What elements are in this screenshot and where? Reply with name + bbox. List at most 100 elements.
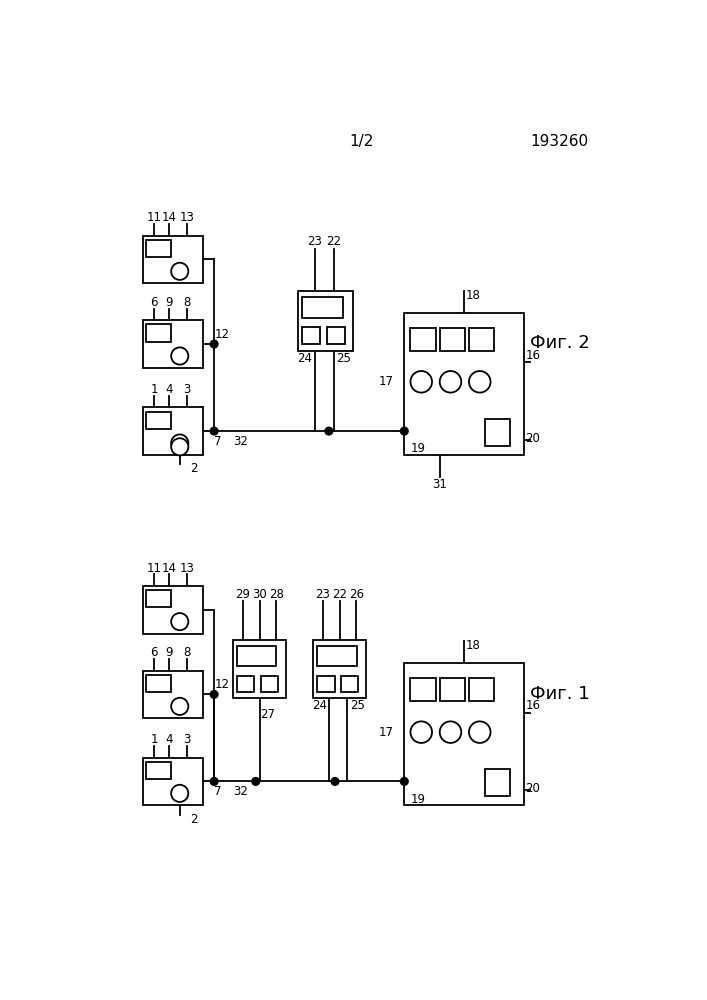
Text: 32: 32: [233, 435, 248, 448]
Bar: [146, 675, 171, 692]
Text: 4: 4: [165, 383, 173, 396]
Circle shape: [210, 778, 218, 785]
Bar: [485, 769, 510, 796]
Circle shape: [469, 371, 491, 393]
Bar: [146, 762, 171, 779]
Text: 24: 24: [298, 352, 312, 365]
Text: 1: 1: [151, 383, 158, 396]
Bar: [143, 235, 203, 283]
Text: 11: 11: [146, 211, 162, 224]
Text: 17: 17: [378, 726, 394, 739]
Circle shape: [469, 721, 491, 743]
Bar: [404, 663, 524, 805]
Circle shape: [171, 698, 188, 715]
Text: 2: 2: [190, 462, 198, 475]
Text: 7: 7: [214, 435, 222, 448]
Bar: [143, 758, 203, 805]
Text: 16: 16: [525, 349, 540, 362]
Bar: [146, 240, 171, 257]
Circle shape: [331, 778, 339, 785]
Circle shape: [210, 691, 218, 698]
Text: 20: 20: [525, 782, 540, 795]
Bar: [143, 407, 203, 455]
Bar: [469, 678, 494, 701]
Bar: [317, 676, 334, 692]
Text: Фиг. 2: Фиг. 2: [530, 334, 590, 352]
Circle shape: [171, 438, 188, 455]
Bar: [143, 671, 203, 718]
Bar: [238, 676, 255, 692]
Text: 17: 17: [378, 375, 394, 388]
Text: 4: 4: [165, 733, 173, 746]
Text: 13: 13: [180, 211, 194, 224]
Bar: [440, 678, 465, 701]
Text: 23: 23: [308, 235, 322, 248]
Bar: [485, 419, 510, 446]
Text: 9: 9: [165, 646, 173, 659]
Text: 3: 3: [184, 733, 191, 746]
Text: 29: 29: [235, 588, 250, 601]
Circle shape: [440, 371, 461, 393]
Text: 23: 23: [315, 588, 330, 601]
Circle shape: [171, 263, 188, 280]
Text: 14: 14: [162, 562, 177, 575]
Bar: [233, 640, 286, 698]
Circle shape: [440, 721, 461, 743]
Text: 25: 25: [337, 352, 351, 365]
Text: 2: 2: [190, 813, 198, 826]
Text: 12: 12: [214, 328, 229, 341]
Bar: [146, 412, 171, 429]
Text: 24: 24: [312, 699, 327, 712]
Text: 22: 22: [327, 235, 341, 248]
Bar: [302, 327, 320, 344]
Text: 193260: 193260: [531, 134, 589, 149]
Bar: [404, 312, 524, 455]
Bar: [143, 320, 203, 368]
Text: 12: 12: [214, 678, 229, 691]
Circle shape: [400, 778, 408, 785]
Bar: [146, 324, 171, 342]
Bar: [298, 291, 354, 351]
Bar: [440, 328, 465, 351]
Bar: [146, 590, 171, 607]
Circle shape: [400, 427, 408, 435]
Bar: [313, 640, 366, 698]
Circle shape: [171, 613, 188, 630]
Bar: [341, 676, 358, 692]
Bar: [411, 328, 436, 351]
Circle shape: [171, 785, 188, 802]
Circle shape: [210, 427, 218, 435]
Text: 30: 30: [252, 588, 267, 601]
Circle shape: [252, 778, 259, 785]
Bar: [469, 328, 494, 351]
Text: 16: 16: [525, 699, 540, 712]
Text: 6: 6: [151, 646, 158, 659]
Text: 7: 7: [214, 785, 222, 798]
Bar: [238, 646, 276, 666]
Text: 8: 8: [184, 296, 191, 309]
Circle shape: [411, 721, 432, 743]
Text: 1: 1: [151, 733, 158, 746]
Bar: [302, 297, 344, 318]
Text: Фиг. 1: Фиг. 1: [530, 685, 590, 703]
Text: 22: 22: [332, 588, 347, 601]
Bar: [411, 678, 436, 701]
Text: 11: 11: [146, 562, 162, 575]
Text: 3: 3: [184, 383, 191, 396]
Circle shape: [411, 371, 432, 393]
Text: 25: 25: [350, 699, 365, 712]
Text: 27: 27: [259, 708, 275, 721]
Text: 1/2: 1/2: [350, 134, 374, 149]
Bar: [317, 646, 356, 666]
Text: 19: 19: [411, 793, 426, 806]
Text: 31: 31: [433, 478, 448, 491]
Bar: [143, 586, 203, 634]
Text: 9: 9: [165, 296, 173, 309]
Text: 18: 18: [466, 639, 481, 652]
Text: 26: 26: [349, 588, 364, 601]
Text: 18: 18: [466, 289, 481, 302]
Text: 14: 14: [162, 211, 177, 224]
Bar: [327, 327, 345, 344]
Bar: [261, 676, 278, 692]
Text: 20: 20: [525, 432, 540, 445]
